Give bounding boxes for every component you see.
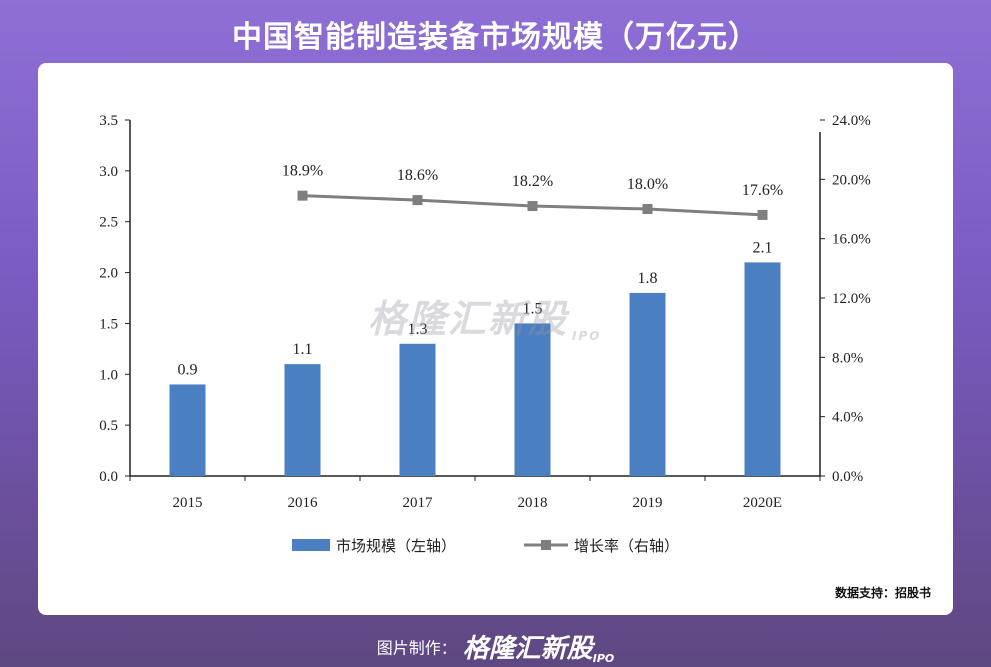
bar-value-label: 2.1 — [753, 239, 773, 256]
bar-value-label: 1.1 — [293, 341, 313, 358]
y-left-tick-label: 2.5 — [99, 215, 118, 231]
y-right-tick-label: 8.0% — [832, 350, 863, 366]
footer: 图片制作： 格隆汇新股IPO — [0, 628, 991, 665]
y-right-tick-label: 24.0% — [832, 113, 871, 129]
y-right-tick-label: 16.0% — [832, 232, 871, 248]
watermark: 格隆汇新股 IPO — [368, 288, 601, 343]
x-tick-label: 2018 — [518, 495, 548, 511]
y-left-tick-label: 2.0 — [99, 266, 118, 282]
bar-value-label: 1.8 — [638, 270, 658, 287]
x-tick-label: 2015 — [173, 495, 203, 511]
y-right-tick-label: 0.0% — [832, 469, 863, 485]
footer-label: 图片制作： — [376, 638, 457, 658]
bar-value-label: 1.3 — [408, 321, 428, 338]
growth-point — [527, 201, 538, 212]
growth-point — [642, 204, 653, 214]
bar-value-label: 0.9 — [178, 361, 198, 378]
y-left-tick-label: 1.5 — [99, 316, 118, 332]
y-right-tick-label: 4.0% — [832, 410, 863, 426]
y-left-tick-label: 1.0 — [99, 367, 118, 383]
legend-bar-label: 市场规模（左轴） — [336, 537, 456, 555]
y-left-tick-label: 0.5 — [99, 418, 118, 434]
legend-bar-swatch — [292, 539, 330, 551]
x-tick-label: 2019 — [633, 495, 663, 511]
watermark-sub: IPO — [572, 329, 602, 343]
y-right-tick-label: 12.0% — [832, 291, 871, 307]
bar — [629, 292, 666, 476]
growth-point — [297, 190, 308, 201]
chart: 0.0 0.5 1.0 1.5 2.0 2.5 3.0 3.5 0.0% 4.0% 8.0% 12.0… — [99, 113, 871, 555]
chart-card: 0.0 0.5 1.0 1.5 2.0 2.5 3.0 3.5 0.0% 4.0% 8.0% 12.0… — [38, 63, 953, 615]
growth-value-label: 18.2% — [512, 173, 553, 190]
bar — [514, 323, 551, 476]
watermark-text: 格隆汇新股 — [368, 297, 569, 341]
growth-value-label: 18.6% — [397, 167, 438, 184]
bar — [284, 364, 321, 476]
growth-point — [412, 195, 423, 206]
y-left-tick-label: 0.0 — [99, 469, 118, 485]
y-left-tick-label: 3.0 — [99, 164, 118, 180]
legend-line-label: 增长率（右轴） — [574, 537, 679, 555]
growth-value-label: 17.6% — [742, 182, 783, 199]
footer-brand-logo: 格隆汇新股 — [462, 634, 593, 664]
bar — [744, 262, 781, 476]
source-note: 数据支持：招股书 — [834, 586, 931, 600]
footer-ipo: IPO — [592, 652, 615, 665]
bar-value-label: 1.5 — [523, 300, 543, 317]
legend-line-marker — [541, 540, 551, 550]
growth-value-label: 18.0% — [627, 176, 668, 193]
x-tick-label: 2020E — [743, 495, 782, 511]
y-right-tick-label: 20.0% — [832, 172, 871, 188]
bar — [399, 343, 436, 476]
bar — [169, 384, 206, 476]
y-left-tick-label: 3.5 — [99, 113, 118, 129]
growth-value-label: 18.9% — [282, 163, 323, 180]
growth-point — [757, 209, 768, 220]
x-tick-label: 2017 — [403, 495, 434, 511]
x-tick-label: 2016 — [288, 495, 319, 511]
page-title: 中国智能制造装备市场规模（万亿元） — [232, 20, 759, 55]
